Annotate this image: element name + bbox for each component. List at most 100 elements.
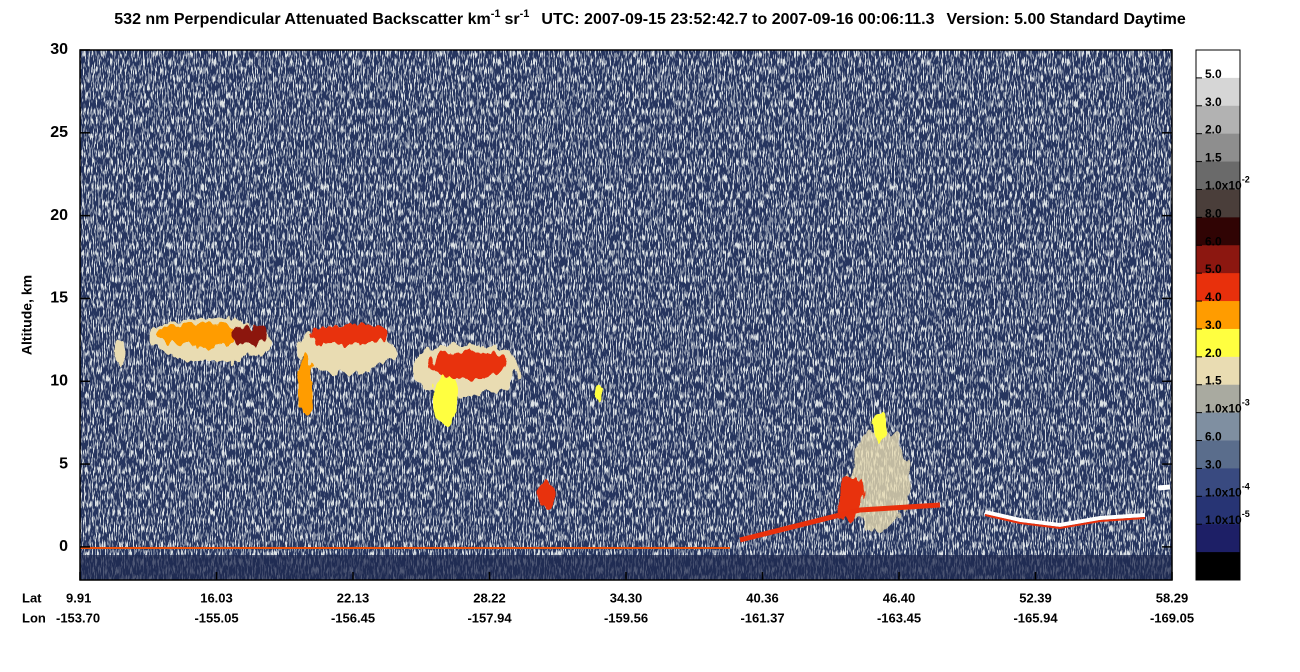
colorbar-label-text: 1.5 — [1205, 151, 1222, 165]
x-tick-lon: -165.94 — [1013, 610, 1058, 625]
colorbar-swatch — [1196, 217, 1240, 246]
colorbar-label-text: 3.0 — [1205, 95, 1222, 109]
colorbar-label: 3.0 — [1205, 458, 1222, 472]
colorbar-label-text: 5.0 — [1205, 67, 1222, 81]
x-tick-lat: 28.22 — [473, 590, 506, 605]
colorbar-label: 4.0 — [1205, 290, 1222, 304]
curtain-noise — [80, 50, 1172, 580]
colorbar-label-text: 2.0 — [1205, 123, 1222, 137]
title-utc: UTC: 2007-09-15 23:52:42.7 to 2007-09-16… — [541, 11, 934, 28]
title-exponent: -1 — [491, 8, 501, 20]
x-tick-lat: 58.29 — [1156, 590, 1189, 605]
cloud-layer — [115, 318, 910, 530]
colorbar-label-text: 6.0 — [1205, 234, 1222, 248]
colorbar-swatch — [1196, 412, 1240, 442]
x-tick-lat: 52.39 — [1019, 590, 1052, 605]
colorbar-label-text: 3.0 — [1205, 318, 1222, 332]
colorbar-swatch — [1196, 77, 1240, 107]
colorbar-label-text: 1.0x10 — [1205, 179, 1242, 193]
colorbar-swatch — [1196, 552, 1240, 581]
y-tick-label: 15 — [50, 290, 68, 307]
colorbar-swatch — [1196, 245, 1240, 274]
title-unit: sr — [504, 11, 519, 28]
x-tick-lat: 40.36 — [746, 590, 779, 605]
y-tick-label: 5 — [59, 455, 68, 472]
colorbar-swatch — [1196, 301, 1240, 330]
colorbar-swatch — [1196, 440, 1240, 469]
colorbar-swatch — [1196, 105, 1240, 135]
x-tick-lon: -163.45 — [877, 610, 921, 625]
x-label-lat: Lat — [22, 590, 42, 605]
low-cloud — [984, 514, 1146, 530]
x-tick-lat: 22.13 — [337, 590, 370, 605]
colorbar-label-text: 1.0x10 — [1205, 402, 1242, 416]
x-tick-lat: 46.40 — [883, 590, 916, 605]
x-tick-lon: -156.45 — [331, 610, 375, 625]
colorbar-label: 6.0 — [1205, 234, 1222, 248]
x-tick-lon: -169.05 — [1150, 610, 1194, 625]
colorbar-swatch — [1196, 384, 1240, 414]
title-version: Version: 5.00 Standard Daytime — [947, 11, 1186, 28]
colorbar-label: 1.0x10-3 — [1205, 398, 1250, 416]
colorbar-label-text: 1.5 — [1205, 374, 1222, 388]
colorbar-swatch — [1196, 356, 1240, 386]
x-tick-lon: -159.56 — [604, 610, 648, 625]
title-exponent: -1 — [520, 8, 530, 20]
colorbar-swatch — [1196, 133, 1240, 163]
colorbar-label: 8.0 — [1205, 207, 1222, 221]
colorbar-swatch — [1196, 161, 1240, 190]
y-tick-label: 25 — [50, 124, 68, 141]
colorbar: 5.03.02.01.51.0x10-28.06.05.04.03.02.01.… — [1195, 49, 1250, 581]
x-tick-lon: -153.70 — [56, 610, 100, 625]
title-main: 532 nm Perpendicular Attenuated Backscat… — [114, 11, 490, 28]
colorbar-label-exponent: -5 — [1242, 510, 1250, 520]
colorbar-swatch — [1196, 273, 1240, 302]
colorbar-frame — [1195, 49, 1241, 581]
colorbar-swatch — [1196, 524, 1240, 553]
y-tick-label: 20 — [50, 207, 68, 224]
colorbar-label-text: 6.0 — [1205, 430, 1222, 444]
curtain — [80, 50, 1172, 580]
colorbar-label: 1.0x10-5 — [1205, 510, 1250, 528]
colorbar-label-text: 3.0 — [1205, 458, 1222, 472]
colorbar-label: 5.0 — [1205, 67, 1222, 81]
colorbar-label: 1.5 — [1205, 374, 1222, 388]
x-tick-lon: -155.05 — [194, 610, 238, 625]
colorbar-swatch — [1196, 468, 1240, 497]
y-axis-label: Altitude, km — [19, 275, 35, 355]
x-tick-lat: 9.91 — [66, 590, 91, 605]
colorbar-label-text: 1.0x10 — [1205, 485, 1242, 499]
colorbar-label: 3.0 — [1205, 95, 1222, 109]
colorbar-swatch — [1196, 50, 1240, 79]
colorbar-label: 2.0 — [1205, 123, 1222, 137]
low-cloud — [984, 510, 1146, 528]
y-tick-label: 10 — [50, 372, 68, 389]
colorbar-label-text: 2.0 — [1205, 346, 1222, 360]
curtain-noise — [285, 400, 415, 550]
y-tick-label: 30 — [50, 41, 68, 58]
colorbar-label: 6.0 — [1205, 430, 1222, 444]
colorbar-swatch — [1196, 496, 1240, 525]
colorbar-label: 2.0 — [1205, 346, 1222, 360]
colorbar-label-text: 8.0 — [1205, 207, 1222, 221]
chart-title: 532 nm Perpendicular Attenuated Backscat… — [114, 8, 1186, 28]
colorbar-swatch — [1196, 189, 1240, 218]
colorbar-label: 1.0x10-2 — [1205, 175, 1250, 193]
x-tick-lat: 34.30 — [610, 590, 643, 605]
colorbar-label-exponent: -2 — [1242, 175, 1250, 185]
x-tick-lon: -161.37 — [740, 610, 784, 625]
colorbar-swatch — [1196, 328, 1240, 358]
colorbar-label: 1.5 — [1205, 151, 1222, 165]
low-cloud — [1157, 484, 1171, 491]
colorbar-label-text: 4.0 — [1205, 290, 1222, 304]
colorbar-label-exponent: -3 — [1242, 398, 1250, 408]
colorbar-label-exponent: -4 — [1242, 482, 1250, 492]
curtain-noise — [415, 420, 535, 550]
colorbar-label-text: 1.0x10 — [1205, 513, 1242, 527]
x-label-lon: Lon — [22, 610, 46, 625]
y-tick-label: 0 — [59, 538, 68, 555]
low-cloud — [739, 502, 941, 543]
x-tick-lon: -157.94 — [467, 610, 512, 625]
